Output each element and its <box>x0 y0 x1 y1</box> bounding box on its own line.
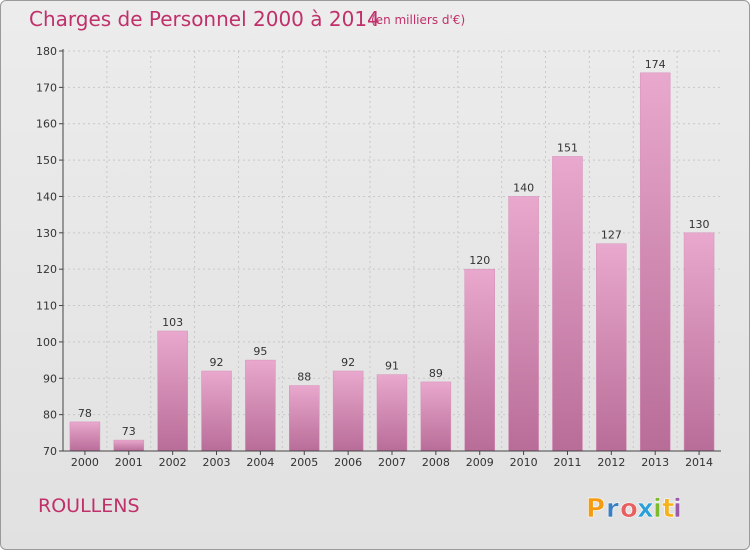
data-label-2006: 92 <box>341 356 355 369</box>
x-tick-label: 2002 <box>159 456 187 469</box>
x-tick-label: 2013 <box>641 456 669 469</box>
bar-2003 <box>201 370 232 452</box>
y-tick-label: 150 <box>36 154 57 167</box>
logo-letter: o <box>620 494 638 523</box>
bar-2002 <box>157 330 188 452</box>
bar-2004 <box>245 359 276 452</box>
data-label-2013: 174 <box>645 58 666 71</box>
x-tick-label: 2005 <box>290 456 318 469</box>
data-label-2000: 78 <box>78 407 92 420</box>
x-tick-label: 2014 <box>685 456 713 469</box>
chart-title: Charges de Personnel 2000 à 2014 <box>29 7 380 31</box>
x-tick-label: 2012 <box>597 456 625 469</box>
bar-2005 <box>289 385 320 452</box>
logo-letter: i <box>653 494 662 523</box>
bar-2010 <box>508 196 539 452</box>
x-tick-label: 2003 <box>203 456 231 469</box>
y-tick-label: 80 <box>43 409 57 422</box>
bar-2008 <box>420 381 452 452</box>
data-label-2009: 120 <box>469 254 490 267</box>
x-tick-label: 2004 <box>246 456 274 469</box>
y-tick-label: 130 <box>36 227 57 240</box>
data-labels: 78 73 103 92 95 88 92 91 89 120 140 151 127 174 130 <box>78 58 710 438</box>
x-tick-label: 2010 <box>510 456 538 469</box>
data-label-2001: 73 <box>122 425 136 438</box>
x-tick-label: 2011 <box>553 456 581 469</box>
grid-lines <box>63 50 721 451</box>
x-tick-label: 2006 <box>334 456 362 469</box>
y-tick-label: 90 <box>43 372 57 385</box>
bar-2009 <box>464 268 495 452</box>
x-tick-label: 2009 <box>466 456 494 469</box>
bar-2011 <box>552 156 583 452</box>
y-tick-label: 110 <box>36 300 57 313</box>
x-tick-label: 2001 <box>115 456 143 469</box>
y-tick-label: 170 <box>36 81 57 94</box>
data-label-2008: 89 <box>429 367 443 380</box>
logo-letter: i <box>673 494 682 523</box>
data-label-2011: 151 <box>557 141 578 154</box>
data-label-2005: 88 <box>297 371 311 384</box>
data-label-2002: 103 <box>162 316 183 329</box>
data-label-2014: 130 <box>689 218 710 231</box>
data-label-2004: 95 <box>253 345 267 358</box>
bar-2007 <box>376 374 408 452</box>
bar-2012 <box>596 243 627 452</box>
y-tick-label: 70 <box>43 445 57 458</box>
x-tick-label: 2007 <box>378 456 406 469</box>
logo-letter: P <box>586 494 605 523</box>
bar-2006 <box>332 370 364 452</box>
chart-subtitle: (en milliers d'€) <box>371 13 466 27</box>
axes: 70 80 90 100 110 120 130 140 150 160 170 180 2000 200… <box>36 45 721 469</box>
commune-name: ROULLENS <box>38 495 140 517</box>
logo-letter: x <box>637 494 654 523</box>
data-label-2012: 127 <box>601 229 622 242</box>
bar-2014 <box>683 232 715 452</box>
data-label-2003: 92 <box>210 356 224 369</box>
data-label-2010: 140 <box>513 181 534 194</box>
y-tick-label: 140 <box>36 190 57 203</box>
logo-letter: t <box>662 494 674 523</box>
y-tick-label: 120 <box>36 263 57 276</box>
x-tick-label: 2000 <box>71 456 99 469</box>
data-label-2007: 91 <box>385 360 399 373</box>
logo-letter: r <box>606 494 619 523</box>
bar-2013 <box>639 72 671 452</box>
x-tick-label: 2008 <box>422 456 450 469</box>
y-tick-label: 180 <box>36 45 57 58</box>
y-tick-label: 100 <box>36 336 57 349</box>
bar-2000 <box>69 421 101 452</box>
bars <box>69 72 715 452</box>
y-tick-label: 160 <box>36 118 57 131</box>
bar-2001 <box>113 439 145 452</box>
